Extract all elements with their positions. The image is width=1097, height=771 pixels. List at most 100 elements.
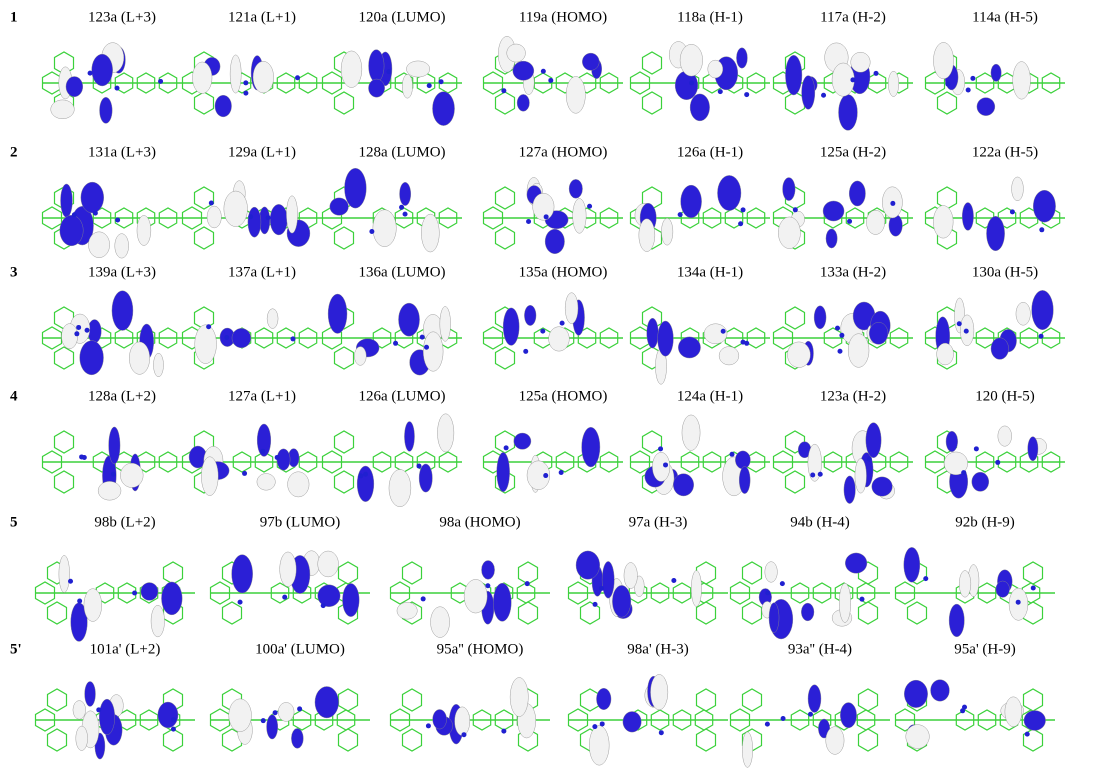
orbital-image	[730, 685, 890, 768]
lobe	[959, 571, 971, 598]
ring	[195, 187, 214, 209]
orbital-label: 97b (LUMO)	[260, 514, 340, 530]
lobe	[277, 449, 290, 470]
orbital-label: 118a (H-1)	[677, 9, 743, 25]
atom	[206, 324, 211, 329]
ring	[496, 347, 515, 369]
atom	[847, 219, 852, 224]
orbital-image	[182, 52, 322, 117]
atom	[560, 321, 565, 326]
lobe	[267, 715, 278, 739]
ring	[164, 729, 183, 751]
atom	[1025, 732, 1030, 737]
ring	[786, 307, 805, 329]
lobe	[652, 452, 670, 481]
atom	[540, 329, 545, 334]
orbital-label: 129a (L+1)	[228, 144, 296, 160]
lobe	[207, 206, 221, 228]
ring	[335, 92, 354, 114]
lobe	[482, 560, 495, 579]
lobe	[73, 701, 86, 720]
atom	[741, 207, 746, 212]
lobe	[432, 92, 454, 126]
orbital-image	[182, 424, 322, 497]
orbital-label: 134a (H-1)	[677, 264, 743, 280]
atom	[592, 724, 597, 729]
orbital-image	[773, 178, 913, 249]
ring	[938, 187, 957, 209]
atom	[593, 602, 598, 607]
lobe	[1032, 290, 1054, 329]
orbital-label: 133a (H-2)	[820, 264, 886, 280]
lobe	[120, 463, 143, 487]
lobe	[51, 100, 75, 119]
lobe	[153, 353, 163, 377]
lobe	[286, 196, 297, 233]
figure: 1123a (L+3)121a (L+1)120a (LUMO)119a (HO…	[0, 0, 1097, 771]
lobe	[354, 347, 366, 366]
lobe	[690, 94, 709, 121]
atom	[261, 718, 266, 723]
lobe	[650, 674, 667, 709]
lobe	[991, 64, 1001, 81]
lobe	[400, 182, 411, 205]
ring	[496, 187, 515, 209]
atom	[663, 462, 668, 467]
lobe	[545, 229, 564, 254]
ring	[643, 52, 662, 74]
atom	[744, 341, 749, 346]
orbital-image	[42, 43, 182, 124]
lobe	[639, 219, 655, 252]
ring	[1024, 562, 1043, 584]
lobe	[808, 685, 821, 713]
atom	[420, 335, 425, 340]
ring	[496, 227, 515, 249]
lobe	[855, 459, 867, 494]
lobe	[986, 216, 1004, 251]
lobe	[839, 583, 851, 622]
orbital-label: 123a (L+3)	[88, 9, 156, 25]
lobe	[658, 321, 674, 356]
ring	[195, 227, 214, 249]
orbital-image	[483, 427, 623, 493]
orbital-image	[895, 680, 1055, 751]
ring	[48, 729, 67, 751]
ring	[339, 689, 358, 711]
atom	[559, 470, 564, 475]
lobe	[267, 309, 278, 329]
lobe	[840, 703, 856, 728]
atom	[243, 91, 248, 96]
atom	[72, 212, 77, 217]
lobe	[573, 199, 587, 234]
atom	[810, 473, 815, 478]
orbital-label: 95a' (H-9)	[954, 641, 1015, 657]
lobe	[60, 215, 83, 246]
atom	[525, 581, 530, 586]
atom	[874, 71, 879, 76]
atom	[544, 214, 549, 219]
ring	[496, 92, 515, 114]
atom	[427, 83, 432, 88]
lobe	[357, 466, 374, 502]
lobe	[389, 469, 411, 506]
ring	[519, 602, 538, 624]
lobe	[84, 589, 102, 622]
lobe	[507, 44, 526, 62]
atom	[439, 79, 444, 84]
lobe	[455, 707, 470, 736]
orbital-label: 125a (H-2)	[820, 144, 886, 160]
lobe	[406, 61, 429, 77]
orbital-label: 92b (H-9)	[955, 514, 1015, 530]
orbital-image	[630, 41, 770, 120]
ring	[643, 92, 662, 114]
atom	[970, 76, 975, 81]
atom	[965, 206, 970, 211]
orbital-image	[568, 551, 728, 624]
orbital-label: 128a (LUMO)	[358, 144, 445, 160]
orbital-label: 127a (L+1)	[228, 388, 296, 404]
atom	[1039, 227, 1044, 232]
orbital-image	[568, 674, 728, 765]
ring	[223, 602, 242, 624]
lobe	[742, 732, 752, 767]
lobe	[81, 182, 104, 213]
